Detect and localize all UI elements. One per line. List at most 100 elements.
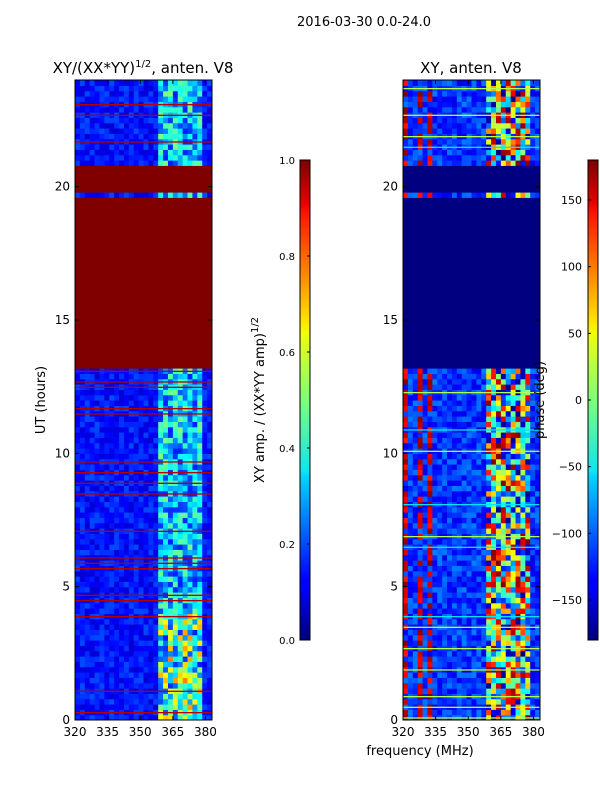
amplitude-cell	[182, 698, 189, 705]
phase-cell	[525, 378, 531, 385]
phase-cell	[432, 506, 438, 513]
phase-cell	[422, 138, 429, 145]
amplitude-cell	[187, 650, 194, 657]
amplitude-xtick-label: 365	[161, 725, 184, 739]
phase-cell	[403, 480, 409, 486]
amplitude-cell	[192, 522, 198, 529]
amplitude-cell	[182, 522, 189, 529]
phase-flat-row	[403, 224, 540, 230]
amplitude-cell	[158, 373, 164, 380]
phase-cell	[432, 480, 438, 486]
amplitude-flat-row	[75, 165, 212, 172]
amplitude-cell	[197, 426, 203, 433]
amplitude-cell	[158, 128, 164, 134]
amplitude-cell	[172, 128, 179, 134]
amplitude-cell	[202, 650, 208, 657]
amplitude-cell	[163, 704, 169, 710]
amplitude-cell	[143, 533, 149, 540]
amplitude-cell	[79, 133, 86, 140]
amplitude-cell	[143, 672, 149, 678]
phase-cell	[471, 421, 477, 428]
phase-cell	[432, 96, 438, 102]
amplitude-cell	[79, 464, 86, 470]
amplitude-cell	[123, 496, 130, 502]
amplitude-cell	[158, 448, 164, 454]
frequency-xlabel: frequency (MHz)	[366, 744, 473, 759]
phase-cell	[535, 192, 540, 198]
amplitude-cell	[75, 474, 81, 481]
phase-cell	[427, 474, 433, 481]
phase-cell	[525, 608, 531, 614]
phase-cell	[495, 106, 502, 113]
amplitude-cell	[182, 693, 189, 700]
phase-cell	[481, 517, 487, 524]
phase-cell	[530, 90, 536, 97]
amplitude-colorbar: 0.00.20.40.60.81.0 XY amp. / (XX*YY amp)…	[250, 156, 311, 647]
amplitude-cell	[94, 608, 101, 614]
amplitude-cell	[187, 672, 194, 678]
amplitude-cell	[167, 645, 174, 652]
amplitude-cell	[119, 586, 125, 593]
amplitude-cell	[172, 640, 179, 646]
amplitude-cell	[202, 608, 208, 614]
amplitude-cell	[177, 698, 184, 705]
amplitude-cell	[143, 698, 149, 705]
phase-cell	[437, 122, 443, 129]
phase-cell	[481, 549, 487, 556]
phase-xtick-label: 320	[392, 725, 415, 739]
amplitude-cell	[75, 544, 81, 550]
phase-cell	[422, 682, 429, 689]
amplitude-cell	[75, 144, 81, 150]
phase-cell	[451, 474, 458, 481]
amplitude-cell	[114, 485, 120, 492]
phase-cell	[427, 378, 433, 385]
phase-cell	[447, 565, 453, 572]
amplitude-cell	[207, 629, 212, 636]
phase-cell	[427, 122, 433, 129]
amplitude-cell	[114, 629, 120, 636]
amplitude-cell	[89, 453, 96, 460]
amplitude-cell	[84, 645, 91, 652]
amplitude-cell	[133, 501, 140, 508]
amplitude-cell	[182, 506, 189, 513]
amplitude-cell	[167, 517, 174, 524]
amplitude-streak	[75, 690, 212, 692]
phase-cell	[417, 592, 424, 598]
phase-cell	[427, 597, 433, 604]
phase-streak	[403, 136, 540, 138]
amplitude-cell	[172, 160, 179, 166]
amplitude-cell	[153, 618, 159, 625]
amplitude-cell	[187, 693, 194, 700]
amplitude-cell	[119, 640, 125, 646]
amplitude-cell	[128, 85, 135, 92]
amplitude-cell	[119, 634, 125, 641]
amplitude-cell	[114, 602, 120, 609]
amplitude-cell	[172, 453, 179, 460]
phase-cell	[495, 682, 502, 689]
phase-cell	[403, 528, 409, 534]
amplitude-cell	[128, 533, 135, 540]
phase-cell	[432, 378, 438, 385]
phase-cell	[427, 549, 433, 556]
amplitude-cell	[153, 192, 159, 198]
phase-cell	[417, 565, 424, 572]
phase-cell	[422, 549, 429, 556]
phase-cell	[495, 442, 502, 449]
amplitude-cell	[119, 656, 125, 662]
amplitude-cell	[148, 677, 154, 684]
amplitude-cell	[167, 474, 174, 481]
phase-cell	[476, 565, 482, 572]
phase-cell	[422, 149, 429, 156]
amplitude-cell	[75, 661, 81, 668]
amplitude-cell	[94, 453, 101, 460]
amplitude-cell	[119, 624, 125, 630]
amplitude-cell	[133, 704, 140, 710]
amplitude-cell	[158, 426, 164, 433]
phase-cell	[403, 698, 409, 705]
phase-cell	[495, 602, 502, 609]
amplitude-cell	[123, 640, 130, 646]
phase-cell	[471, 160, 477, 166]
amplitude-cell	[207, 426, 212, 433]
phase-cell	[451, 640, 458, 646]
phase-cell	[407, 496, 414, 502]
